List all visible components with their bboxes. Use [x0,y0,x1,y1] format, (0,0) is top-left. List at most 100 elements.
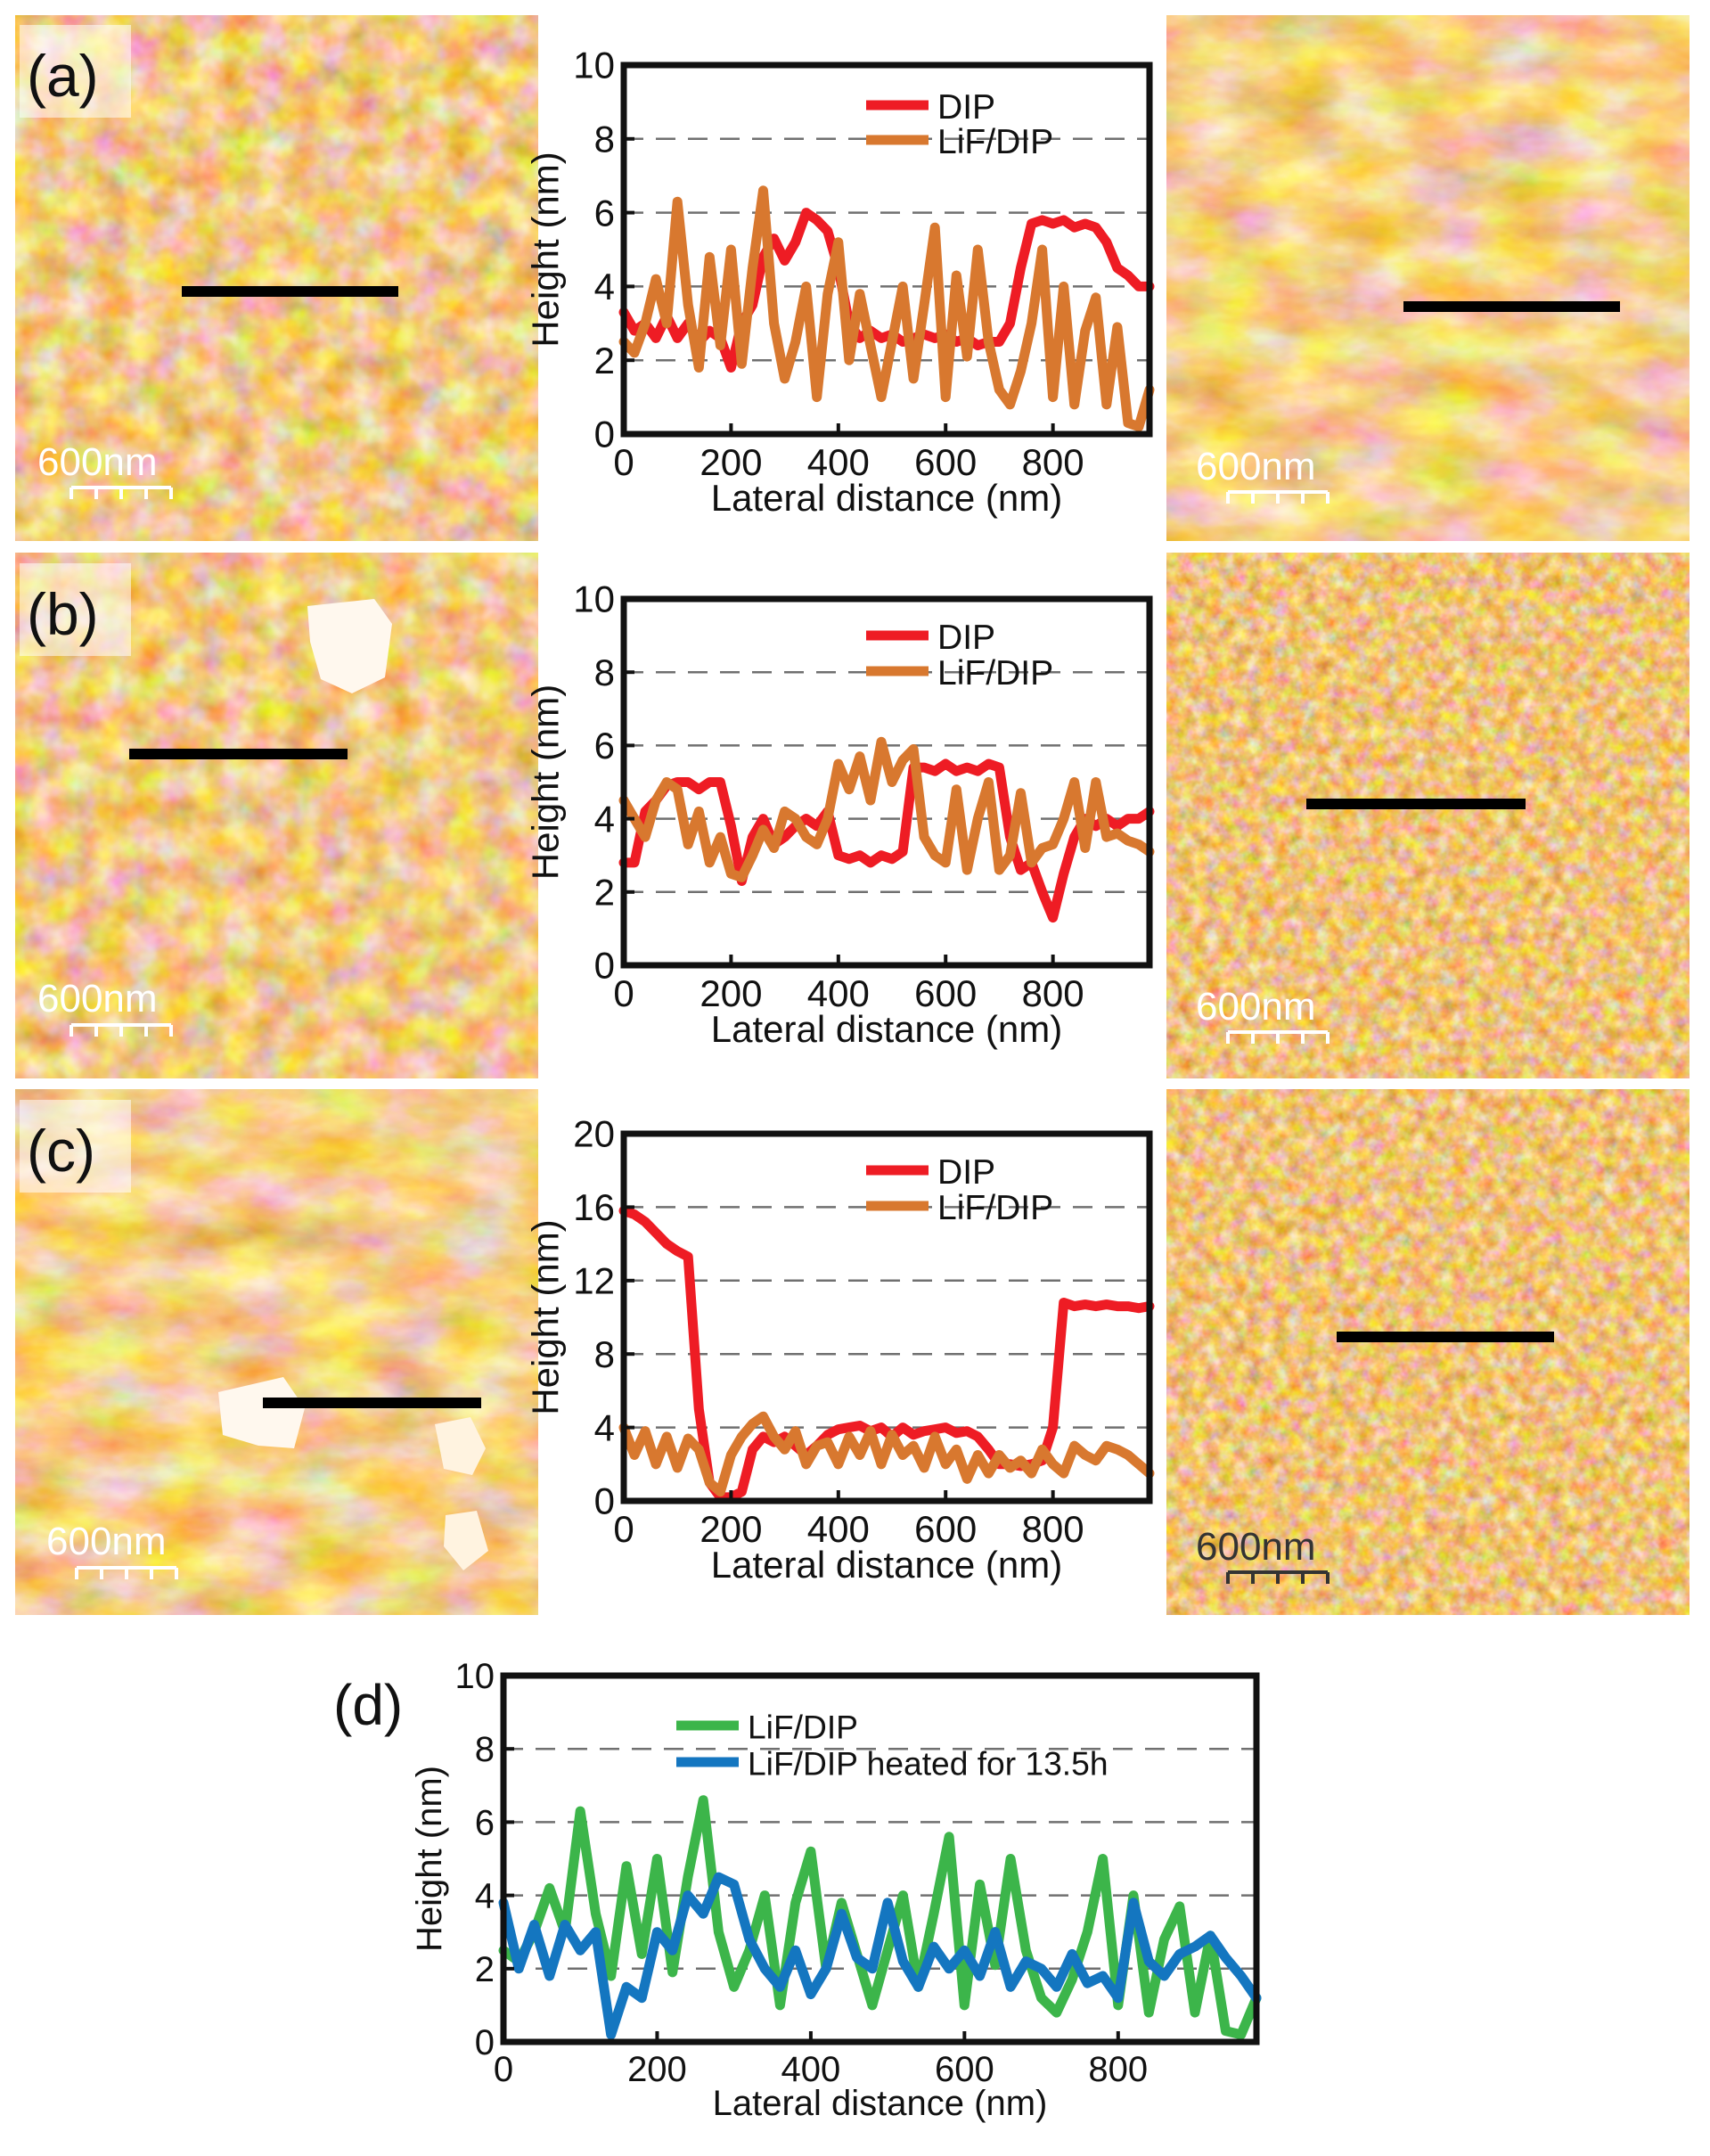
y-tick-label: 8 [594,652,615,693]
x-axis-label: Lateral distance (nm) [713,2084,1048,2123]
panel-label-c: (c) [27,1118,95,1184]
y-tick-label: 0 [594,1480,615,1522]
y-tick-label: 6 [475,1803,495,1842]
y-axis-label: Height (nm) [410,1766,449,1952]
x-tick-label: 800 [1022,972,1084,1014]
y-tick-label: 6 [594,725,615,766]
scale-bar-a-right [1226,490,1330,504]
legend-label-1: DIP [937,619,995,657]
scale-bar-a-left [70,486,173,499]
legend-label-1: DIP [937,88,995,127]
scale-bar-label-c-right: 600nm [1196,1525,1316,1569]
y-tick-label: 2 [594,340,615,381]
legend-label-2: LiF/DIP [937,123,1053,161]
chart-d: 0 200 400 600 800 0 2 4 6 8 10 Lateral distance (nm… [410,1657,1262,2123]
x-tick-label: 600 [935,2050,994,2089]
y-tick-label: 10 [573,45,615,86]
x-tick-label: 0 [494,2050,513,2089]
chart-b: 0 200 400 600 800 0 2 4 6 8 10 Lateral distance (nm… [525,578,1155,1050]
x-tick-label: 200 [700,441,762,483]
x-tick-label: 200 [700,972,762,1014]
large-island-c-3 [444,1511,488,1570]
legend-label-2: LiF/DIP [937,654,1053,693]
x-axis-label: Lateral distance (nm) [711,477,1063,519]
x-tick-label: 600 [914,972,977,1014]
x-tick-label: 0 [613,441,634,483]
x-tick-label: 800 [1022,441,1084,483]
y-tick-label: 4 [594,798,615,840]
y-tick-label: 4 [594,266,615,307]
large-island-c-2 [435,1417,486,1475]
afm-image-a-right: 600nm [1166,15,1690,541]
afm-image-c-left: (c) 600nm [15,1089,538,1615]
scale-bar-label-a-left: 600nm [37,440,158,484]
series-line-2 [498,1872,1262,2040]
x-tick-label: 200 [627,2050,687,2089]
legend-label-2: LiF/DIP heated for 13.5h [748,1744,1109,1782]
x-tick-label: 400 [807,972,870,1014]
scale-bar-b-left [70,1023,173,1037]
plot-frame [500,1672,1260,2045]
y-tick-label: 2 [475,1950,495,1989]
panel-label-b: (b) [27,581,99,647]
afm-image-c-right: 600nm [1166,1089,1690,1615]
scale-bar-label-b-left: 600nm [37,977,158,1021]
y-tick-label: 10 [455,1657,495,1696]
x-tick-label: 200 [700,1508,762,1550]
x-tick-label: 600 [914,1508,977,1550]
y-axis-label: Height (nm) [525,152,567,347]
x-tick-label: 400 [781,2050,841,2089]
legend-label-1: DIP [937,1153,995,1192]
y-tick-label: 0 [475,2023,495,2062]
chart-c: 0 200 400 600 800 0 4 8 12 16 20 Lateral distance (… [525,1113,1155,1586]
plot-frame [620,61,1153,438]
y-tick-label: 10 [573,578,615,620]
y-tick-label: 0 [594,414,615,455]
y-tick-label: 4 [475,1877,495,1916]
scale-bar-b-right [1226,1030,1330,1044]
series-line-2 [618,736,1155,882]
scale-bar-c-left [75,1566,178,1579]
x-axis-label: Lateral distance (nm) [711,1544,1063,1586]
large-island-c-1 [218,1377,305,1448]
large-island-b [307,599,392,693]
afm-image-b-left: (b) 600nm [15,553,538,1078]
panel-label-d: (d) [333,1673,403,1737]
series-line-2 [618,1411,1155,1497]
panel-label-a: (a) [27,43,99,109]
plot-frame [620,1130,1153,1504]
scale-bar-label-b-right: 600nm [1196,985,1316,1029]
y-axis-label: Height (nm) [525,1219,567,1414]
plot-frame [620,595,1153,969]
x-tick-label: 0 [613,972,634,1014]
scale-bar-c-right [1226,1570,1330,1584]
x-tick-label: 800 [1088,2050,1148,2089]
y-tick-label: 8 [475,1730,495,1769]
y-tick-label: 12 [573,1260,615,1302]
y-tick-label: 16 [573,1186,615,1228]
scale-bar-label-a-right: 600nm [1196,445,1316,488]
y-tick-label: 8 [594,119,615,160]
legend-label-2: LiF/DIP [937,1189,1053,1227]
series-line-1 [618,758,1155,923]
afm-image-a-left: (a) 600nm [15,15,538,541]
series-line-1 [618,208,1155,373]
y-tick-label: 20 [573,1113,615,1155]
scale-bar-label-c-left: 600nm [46,1520,167,1563]
y-tick-label: 6 [594,192,615,234]
x-tick-label: 800 [1022,1508,1084,1550]
chart-a: 0 200 400 600 800 0 2 4 6 8 10 Lateral distance (nm… [525,45,1155,519]
y-tick-label: 0 [594,945,615,987]
x-tick-label: 400 [807,1508,870,1550]
afm-image-b-right: 600nm [1166,553,1690,1078]
x-tick-label: 600 [914,441,977,483]
x-tick-label: 0 [613,1508,634,1550]
y-tick-label: 4 [594,1406,615,1448]
y-axis-label: Height (nm) [525,685,567,880]
y-tick-label: 8 [594,1333,615,1375]
y-tick-label: 2 [594,872,615,914]
legend-label-1: LiF/DIP [748,1708,858,1745]
series-line-2 [618,185,1155,432]
